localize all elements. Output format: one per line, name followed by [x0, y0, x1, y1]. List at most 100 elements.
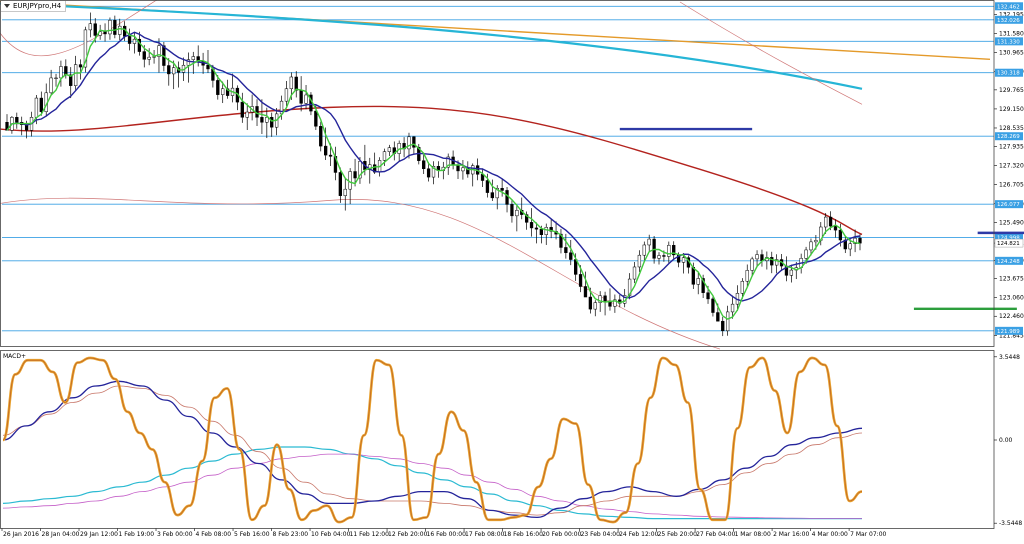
time-axis-label: 4 Mar 00:00	[812, 531, 848, 538]
candle-body-bear	[15, 117, 19, 123]
candle-body-bear	[422, 160, 426, 169]
candle-body-bull	[132, 38, 137, 44]
candle-body-bear	[858, 237, 862, 244]
candle-body-bear	[319, 126, 323, 147]
candle	[740, 278, 744, 299]
candle-body-bear	[564, 247, 568, 253]
candle-body-bull	[461, 167, 465, 172]
green-ma	[6, 27, 861, 320]
candle	[446, 153, 450, 175]
candle	[593, 300, 597, 317]
candle	[426, 162, 431, 182]
candle-body-bear	[662, 255, 666, 257]
level-price-tag	[995, 132, 1023, 141]
candle	[284, 81, 289, 106]
time-axis-label: 11 Feb 12:00	[350, 531, 390, 538]
price-axis-label: 128.535	[999, 125, 1024, 132]
candle-body-bull	[245, 111, 249, 118]
candle-body-bull	[853, 237, 857, 244]
candle	[88, 12, 92, 38]
candle-body-bull	[745, 270, 749, 282]
candle	[524, 211, 529, 230]
candle	[260, 99, 264, 135]
candle	[490, 179, 494, 201]
candle	[83, 26, 88, 73]
time-axis-label: 23 Feb 04:00	[581, 531, 621, 538]
candle	[270, 112, 274, 137]
candle-body-bear	[706, 292, 710, 300]
level-price-tag	[995, 15, 1023, 24]
price-axis-label: 127.935	[999, 144, 1024, 151]
candle-body-bear	[716, 312, 720, 322]
candle	[647, 234, 651, 251]
price-axis-label: 129.150	[999, 106, 1024, 113]
candle	[127, 28, 132, 51]
candle-body-bull	[495, 188, 499, 199]
candle	[186, 52, 191, 83]
candle-body-bear	[539, 228, 544, 235]
candle	[583, 271, 588, 298]
candle	[824, 213, 828, 234]
time-axis-label: 25 Feb 20:00	[658, 531, 698, 538]
level-price-label: 132.026	[997, 18, 1020, 24]
symbol-title-tab[interactable]: EURJPYpro,H4	[1, 1, 67, 12]
time-axis-label: 7 Mar 07:00	[850, 531, 886, 538]
candle-body-bear	[338, 172, 343, 196]
candle-body-bull	[172, 67, 176, 75]
time-axis-label: 8 Feb 23:00	[273, 531, 309, 538]
candle	[245, 103, 249, 130]
candle	[167, 58, 171, 86]
candle-body-bear	[426, 168, 431, 178]
candle-body-bull	[157, 45, 161, 57]
price-axis-label: 123.060	[999, 295, 1024, 302]
candle-body-bull	[544, 227, 548, 235]
candle	[221, 81, 225, 104]
candle	[833, 219, 838, 238]
candle-body-bear	[93, 23, 97, 36]
candle-body-bull	[387, 147, 392, 152]
candle-body-bear	[167, 65, 171, 75]
candle	[216, 75, 220, 100]
candle	[642, 241, 646, 263]
candle	[431, 161, 436, 185]
candle-body-bull	[593, 302, 597, 310]
candle	[544, 223, 548, 245]
candle-body-bull	[382, 151, 387, 161]
candle-body-bear	[828, 216, 833, 227]
candle-body-bear	[113, 20, 117, 35]
price-axis-label: 132.195	[999, 12, 1024, 19]
candle	[853, 229, 857, 253]
time-axis-label: 10 Feb 04:00	[311, 531, 351, 538]
time-axis-label: 16 Feb 00:00	[427, 531, 467, 538]
candle-body-bear	[142, 51, 146, 60]
candle	[667, 241, 671, 263]
candle	[745, 264, 749, 287]
candle-body-bear	[103, 31, 107, 35]
candle	[157, 38, 161, 73]
candle	[730, 295, 735, 319]
candle-body-bull	[696, 278, 700, 285]
candle-body-bear	[127, 36, 132, 44]
candle	[696, 272, 700, 295]
candle-body-bull	[83, 29, 88, 68]
macd-axis-label: 0.00	[999, 437, 1013, 444]
candle-body-bull	[191, 56, 195, 60]
price-axis-label: 122.460	[999, 313, 1024, 320]
candle	[529, 208, 534, 237]
candle	[721, 316, 725, 337]
candle-body-bear	[603, 295, 607, 302]
candle	[15, 112, 19, 129]
candle-body-bear	[838, 229, 843, 241]
candle	[265, 107, 269, 139]
candle-body-bull	[34, 97, 39, 118]
candle-body-bear	[270, 117, 274, 128]
price-axis-label: 129.765	[999, 87, 1024, 94]
candle-body-bear	[490, 192, 494, 199]
candle	[637, 250, 642, 272]
candle-body-bear	[529, 222, 534, 229]
candle	[113, 15, 117, 39]
candle-body-bear	[206, 64, 210, 70]
cyan-long-ma	[0, 2, 863, 90]
candle	[681, 253, 686, 274]
dropdown-triangle-icon	[4, 4, 10, 8]
